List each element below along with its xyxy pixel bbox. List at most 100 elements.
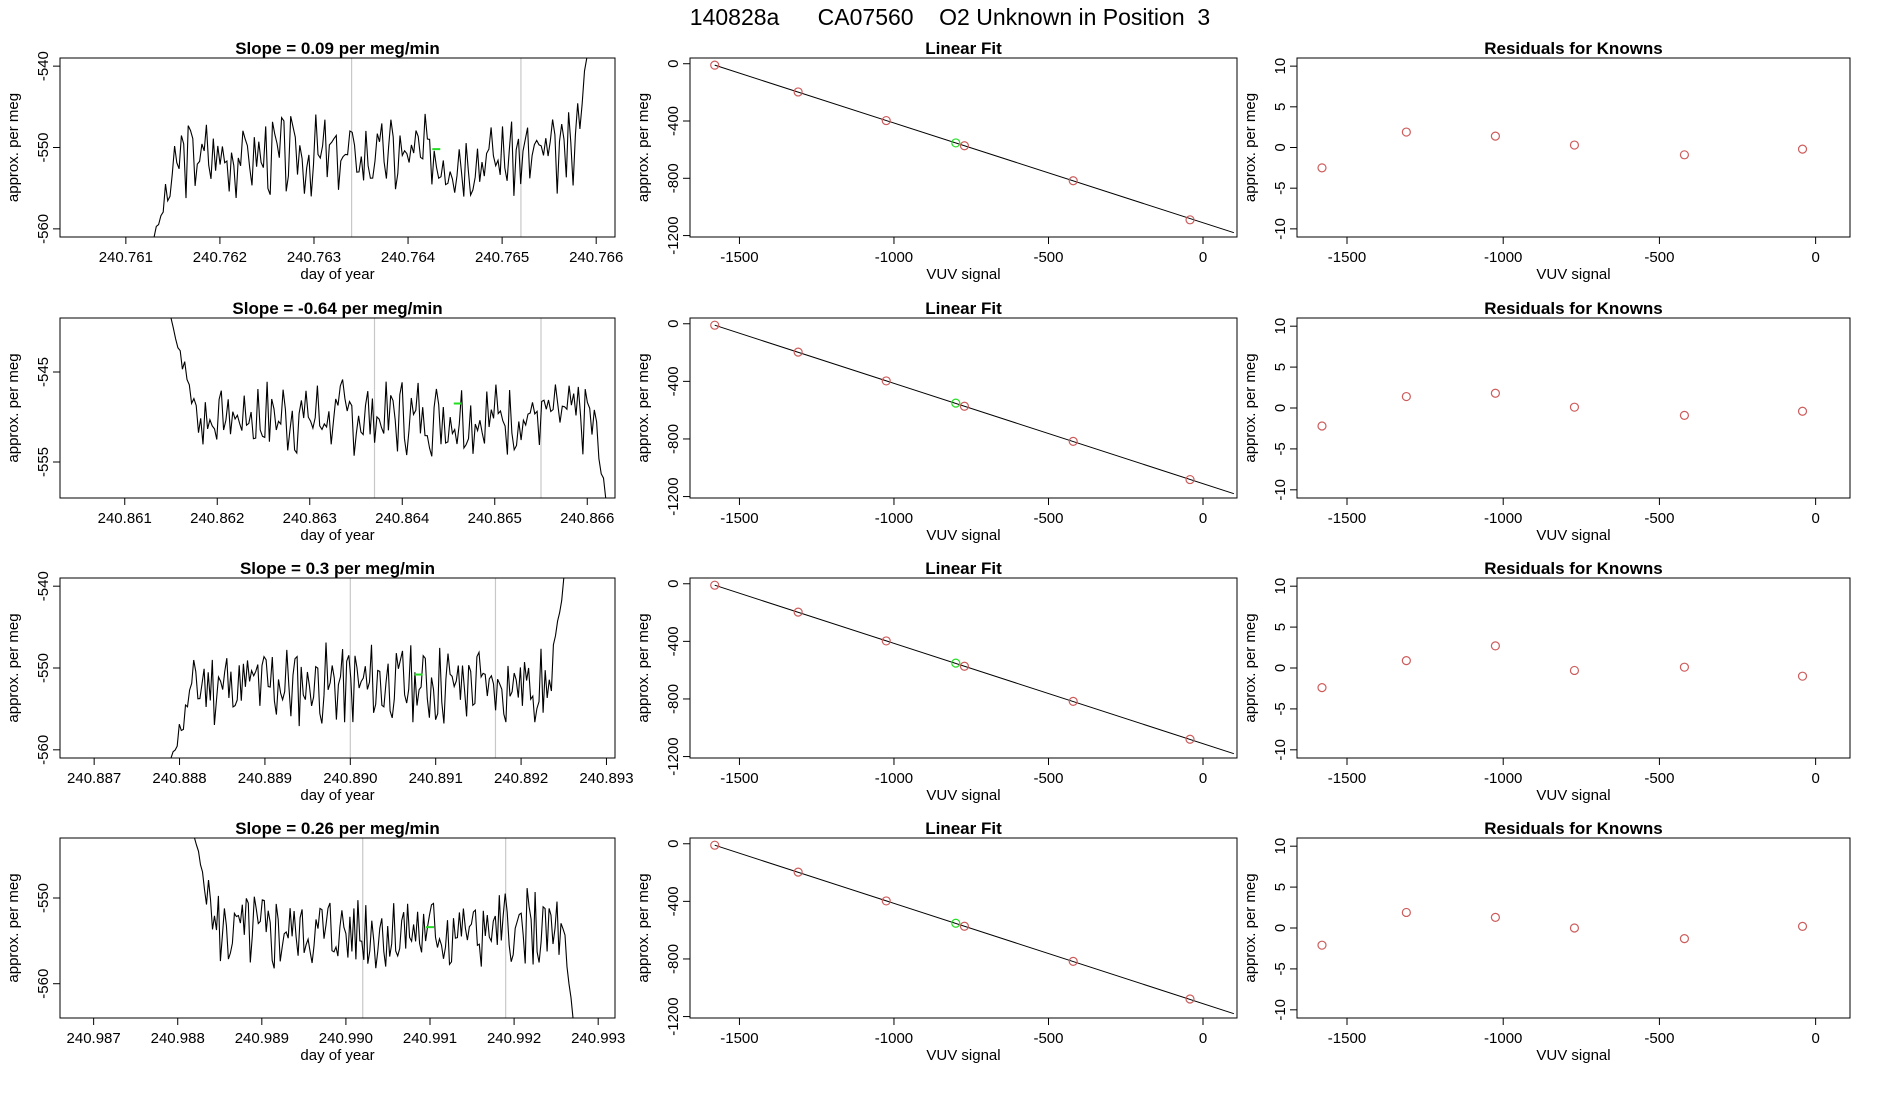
timeseries-1-title: Slope = 0.09 per meg/min [235, 39, 440, 58]
timeseries-4-xtick-label: 240.988 [151, 1030, 205, 1047]
timeseries-4-frame [59, 837, 616, 1019]
timeseries-2-frame [59, 317, 616, 499]
fit-4-unknown-point [951, 918, 961, 928]
resid-2-xtick-label: -1000 [1484, 510, 1522, 527]
fit-4-ylabel: approx. per meg [635, 873, 652, 982]
resid-1-xtick-label: -1500 [1328, 249, 1366, 266]
resid-4-known-point [1490, 912, 1500, 922]
timeseries-4-trace [193, 838, 574, 1018]
fit-2-unknown-point [951, 398, 961, 408]
timeseries-1-panel: Slope = 0.09 per meg/min 240.761 240.762 24… [5, 39, 623, 283]
resid-3-frame [1296, 577, 1851, 759]
resid-1-plot-area [1317, 127, 1808, 173]
timeseries-3-frame [59, 577, 616, 759]
timeseries-2-xtick-label: 240.865 [468, 510, 522, 527]
timeseries-2-xtick-label: 240.861 [98, 510, 152, 527]
timeseries-2-title: Slope = -0.64 per meg/min [232, 299, 442, 318]
fit-3-xtick-label: -1000 [875, 770, 913, 787]
resid-4-title: Residuals for Knowns [1484, 819, 1663, 838]
resid-3-ytick-label: -10 [1272, 739, 1289, 761]
resid-1-xtick-label: -500 [1644, 249, 1674, 266]
resid-1-ytick-label: -5 [1272, 182, 1289, 195]
resid-1-known-point [1797, 144, 1808, 154]
fit-3-known-point [1068, 696, 1078, 707]
timeseries-3-title: Slope = 0.3 per meg/min [240, 559, 435, 578]
resid-1-frame [1296, 57, 1851, 238]
fit-4-known-point [1068, 956, 1078, 967]
resid-2-known-point [1679, 410, 1690, 420]
resid-2-xlabel: VUV signal [1536, 527, 1610, 544]
resid-2-known-point [1569, 402, 1580, 412]
timeseries-1-ytick-label: -540 [35, 51, 52, 81]
timeseries-4-ytick-label: -560 [35, 969, 52, 999]
timeseries-2-trace [170, 318, 607, 498]
resid-1-ytick-label: 5 [1272, 103, 1289, 111]
fit-2-fit-line [714, 324, 1235, 495]
resid-3-known-point [1569, 665, 1580, 676]
resid-3-ytick-label: 5 [1272, 623, 1289, 631]
fit-3-title: Linear Fit [925, 559, 1002, 578]
fit-4-known-point [1185, 994, 1195, 1004]
resid-4-ytick-label: -5 [1272, 962, 1289, 975]
fit-4-xtick-label: -500 [1033, 1030, 1063, 1047]
fit-4-ytick-label: -1200 [665, 997, 682, 1035]
fit-1-ylabel: approx. per meg [635, 93, 652, 202]
fit-1-ytick-label: -1200 [665, 216, 682, 254]
resid-2-ytick-label: 5 [1272, 363, 1289, 371]
timeseries-3-xtick-label: 240.889 [238, 770, 292, 787]
timeseries-3-ytick-label: -540 [35, 571, 52, 601]
fit-4-xtick-label: 0 [1199, 1030, 1207, 1047]
fit-1-xtick-label: -1000 [875, 249, 913, 266]
timeseries-4-xlabel: day of year [300, 1047, 374, 1064]
fit-2-known-point [710, 320, 720, 330]
figure-title: 140828a CA07560 O2 Unknown in Position 3 [689, 4, 1211, 30]
timeseries-3-plot-area [170, 578, 565, 758]
resid-1-xtick-label: 0 [1811, 249, 1819, 266]
fit-2-ytick-label: -400 [665, 366, 682, 396]
timeseries-4-xtick-label: 240.989 [235, 1030, 289, 1047]
fit-4-ytick-label: -400 [665, 886, 682, 916]
resid-2-plot-area [1317, 388, 1808, 431]
resid-4-ytick-label: 0 [1272, 924, 1289, 932]
resid-1-panel: Residuals for Knowns -1500 -1000 -500 0 10 5 0 -… [1242, 39, 1851, 283]
timeseries-3-xtick-label: 240.890 [323, 770, 377, 787]
resid-3-xtick-label: -500 [1644, 770, 1674, 787]
fit-1-xtick-label: 0 [1199, 249, 1207, 266]
timeseries-1-xtick-label: 240.761 [99, 249, 153, 266]
timeseries-1-ylabel: approx. per meg [5, 93, 22, 202]
timeseries-3-xtick-label: 240.888 [152, 770, 206, 787]
timeseries-4-ytick-label: -550 [35, 883, 52, 913]
timeseries-1-ytick-label: -560 [35, 214, 52, 244]
resid-3-xlabel: VUV signal [1536, 787, 1610, 804]
timeseries-2-xtick-label: 240.864 [375, 510, 429, 527]
resid-1-ytick-label: 0 [1272, 143, 1289, 151]
timeseries-1-xtick-label: 240.765 [475, 249, 529, 266]
fit-2-xtick-label: -1000 [875, 510, 913, 527]
fit-3-ytick-label: -1200 [665, 737, 682, 775]
resid-1-xlabel: VUV signal [1536, 266, 1610, 283]
timeseries-3-ytick-label: -550 [35, 653, 52, 683]
fit-1-xtick-label: -500 [1033, 249, 1063, 266]
resid-4-xlabel: VUV signal [1536, 1047, 1610, 1064]
timeseries-1-xtick-label: 240.763 [287, 249, 341, 266]
resid-4-ytick-label: 5 [1272, 883, 1289, 891]
timeseries-2-plot-area [170, 318, 607, 498]
timeseries-2-ylabel: approx. per meg [5, 353, 22, 462]
fit-1-plot-area [710, 60, 1235, 234]
fit-2-known-point [793, 347, 803, 357]
resid-3-ylabel: approx. per meg [1242, 613, 1259, 722]
resid-2-title: Residuals for Knowns [1484, 299, 1663, 318]
resid-4-xtick-label: -500 [1644, 1030, 1674, 1047]
fit-4-xtick-label: -1000 [875, 1030, 913, 1047]
resid-4-xtick-label: -1000 [1484, 1030, 1522, 1047]
fit-1-frame [689, 57, 1238, 238]
fit-1-panel: Linear Fit -1500 -1000 -500 0 0 -400 -800 -1200 V… [635, 39, 1238, 283]
resid-1-ytick-label: 10 [1272, 58, 1289, 75]
resid-2-ylabel: approx. per meg [1242, 353, 1259, 462]
timeseries-4-title: Slope = 0.26 per meg/min [235, 819, 440, 838]
resid-3-known-point [1490, 641, 1500, 651]
timeseries-2-ytick-label: -555 [35, 447, 52, 477]
resid-3-title: Residuals for Knowns [1484, 559, 1663, 578]
fit-4-ytick-label: -800 [665, 944, 682, 974]
fit-2-xtick-label: 0 [1199, 510, 1207, 527]
